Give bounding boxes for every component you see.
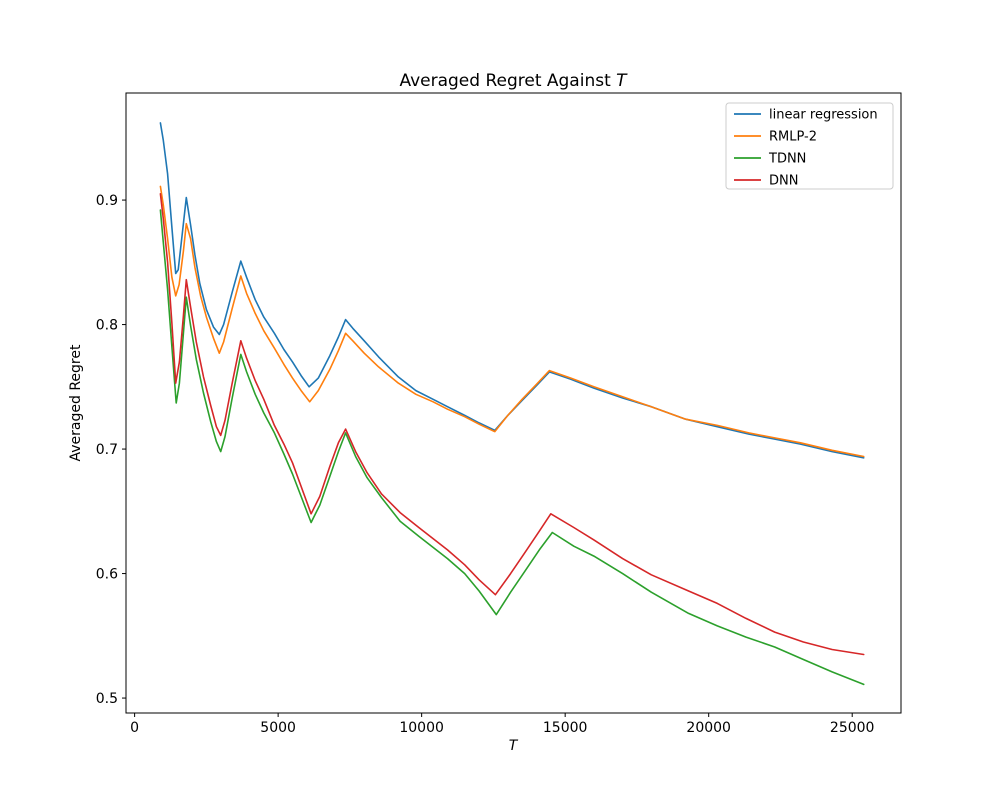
x-tick-label: 15000 xyxy=(543,720,588,736)
x-tick-label: 5000 xyxy=(260,720,296,736)
chart-title: Averaged Regret Against T xyxy=(399,71,628,91)
legend-label-RMLP-2: RMLP-2 xyxy=(769,130,817,145)
axes-frame xyxy=(125,92,902,714)
y-tick-label: 0.9 xyxy=(96,193,118,209)
x-axis-label: T xyxy=(509,738,519,754)
x-tick-label: 10000 xyxy=(399,720,444,736)
x-tick-label: 20000 xyxy=(686,720,731,736)
x-tick-label: 25000 xyxy=(830,720,875,736)
y-tick-label: 0.6 xyxy=(96,567,118,583)
legend: linear regression RMLP-2 TDNN DNN xyxy=(725,102,894,190)
series-line-DNN xyxy=(159,193,865,656)
y-tick-label: 0.8 xyxy=(96,318,118,334)
series-line-TDNN xyxy=(159,209,865,686)
plot-area: 0 5000 10000 15000 20000 25000 0.5 0.6 0.7 0.8 0.9 xyxy=(96,92,902,736)
legend-label-linear-regression: linear regression xyxy=(769,108,878,123)
legend-box xyxy=(725,102,894,190)
series-line-linear-regression xyxy=(159,122,865,459)
x-tick-label: 0 xyxy=(130,720,139,736)
legend-label-TDNN: TDNN xyxy=(768,152,806,167)
legend-label-DNN: DNN xyxy=(769,174,798,189)
y-axis-label: Averaged Regret xyxy=(68,344,84,461)
series-line-RMLP-2 xyxy=(159,185,865,458)
y-tick-label: 0.7 xyxy=(96,442,118,458)
y-tick-label: 0.5 xyxy=(96,691,118,707)
